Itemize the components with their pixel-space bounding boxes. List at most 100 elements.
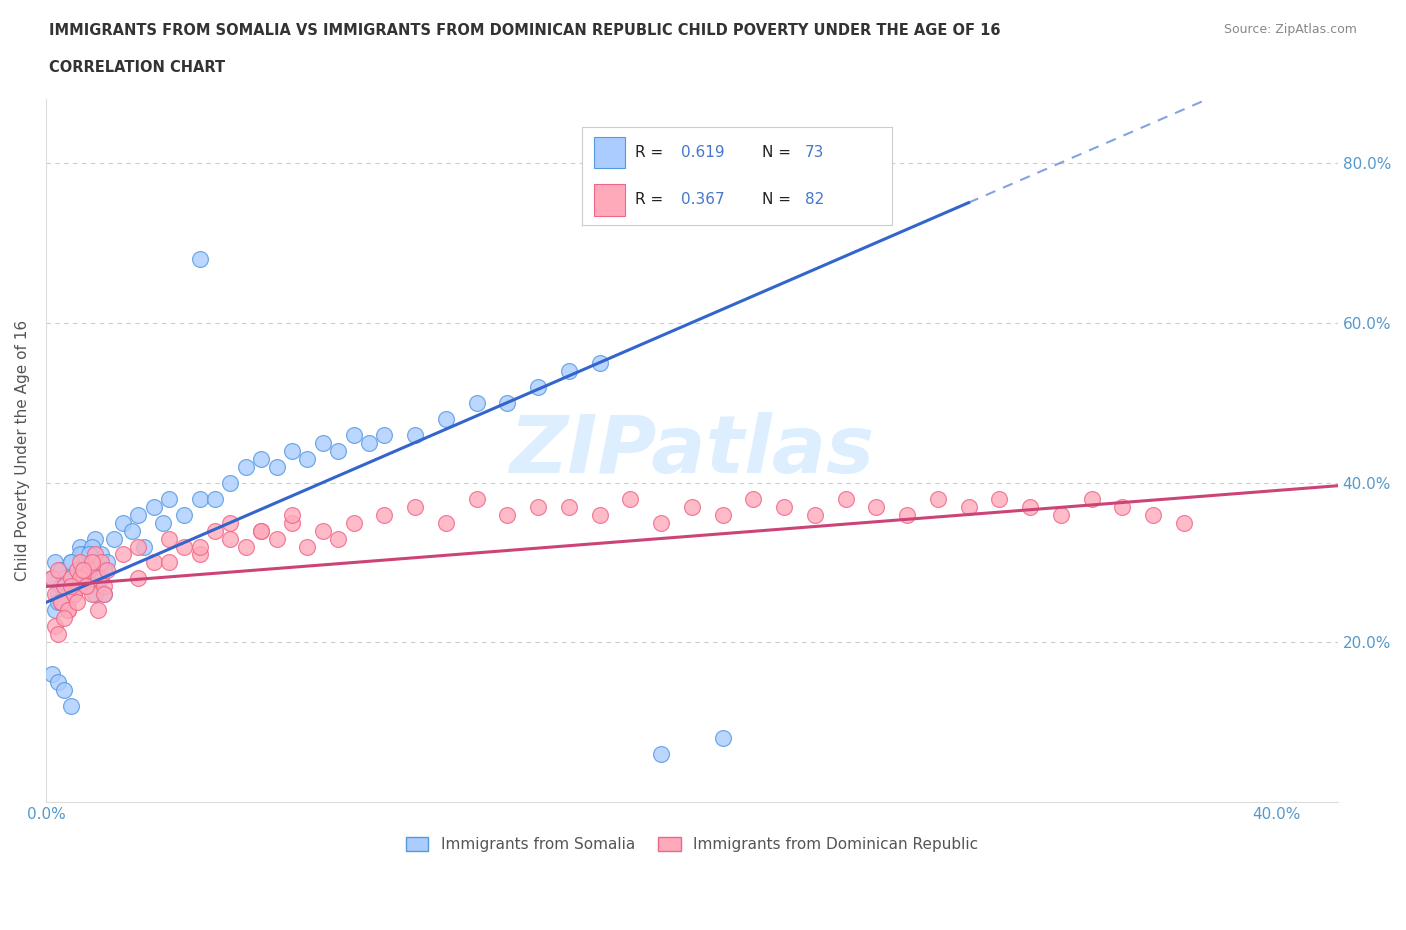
- Point: [56, 603, 79, 618]
- Point: [46, 563, 69, 578]
- Point: [650, 515, 672, 530]
- Point: [465, 395, 488, 410]
- Point: [82, 539, 104, 554]
- Point: [312, 523, 335, 538]
- Point: [134, 539, 156, 554]
- Point: [90, 571, 112, 586]
- Point: [834, 491, 856, 506]
- Point: [66, 579, 89, 594]
- Point: [96, 555, 118, 570]
- Point: [465, 491, 488, 506]
- Point: [82, 579, 104, 594]
- Point: [219, 475, 242, 490]
- Point: [46, 587, 69, 602]
- Point: [297, 451, 319, 466]
- Point: [558, 499, 581, 514]
- Point: [1111, 499, 1133, 514]
- Point: [62, 571, 84, 586]
- Point: [41, 571, 63, 586]
- Point: [588, 355, 610, 370]
- Point: [59, 571, 82, 586]
- Point: [188, 491, 211, 506]
- Point: [527, 499, 550, 514]
- Point: [90, 555, 112, 570]
- Point: [342, 427, 364, 442]
- Legend: Immigrants from Somalia, Immigrants from Dominican Republic: Immigrants from Somalia, Immigrants from…: [399, 830, 984, 858]
- Point: [266, 531, 288, 546]
- Point: [77, 555, 100, 570]
- Text: CORRELATION CHART: CORRELATION CHART: [49, 60, 225, 75]
- Point: [558, 363, 581, 378]
- Point: [44, 619, 66, 634]
- Point: [46, 627, 69, 642]
- Point: [77, 547, 100, 562]
- Point: [90, 547, 112, 562]
- Point: [188, 547, 211, 562]
- Point: [342, 515, 364, 530]
- Point: [46, 675, 69, 690]
- Point: [72, 547, 94, 562]
- Point: [434, 515, 457, 530]
- Point: [1080, 491, 1102, 506]
- Point: [250, 451, 273, 466]
- Point: [53, 683, 76, 698]
- Point: [588, 507, 610, 522]
- Point: [75, 571, 97, 586]
- Point: [46, 595, 69, 610]
- Point: [93, 587, 115, 602]
- Point: [204, 491, 226, 506]
- Point: [75, 563, 97, 578]
- Point: [127, 571, 149, 586]
- Point: [1173, 515, 1195, 530]
- Point: [41, 667, 63, 682]
- Point: [69, 539, 91, 554]
- Point: [75, 579, 97, 594]
- Point: [957, 499, 980, 514]
- Point: [66, 595, 89, 610]
- Point: [66, 563, 89, 578]
- Point: [59, 555, 82, 570]
- Point: [326, 443, 349, 458]
- Point: [619, 491, 641, 506]
- Point: [142, 555, 165, 570]
- Point: [188, 539, 211, 554]
- Point: [59, 555, 82, 570]
- Point: [87, 603, 110, 618]
- Point: [87, 579, 110, 594]
- Point: [66, 563, 89, 578]
- Point: [373, 427, 395, 442]
- Point: [281, 507, 304, 522]
- Point: [711, 731, 734, 746]
- Point: [96, 563, 118, 578]
- Point: [650, 747, 672, 762]
- Point: [927, 491, 949, 506]
- Point: [51, 563, 73, 578]
- Point: [157, 491, 180, 506]
- Point: [59, 699, 82, 714]
- Point: [93, 579, 115, 594]
- Point: [152, 515, 174, 530]
- Point: [53, 571, 76, 586]
- Point: [56, 595, 79, 610]
- Point: [62, 571, 84, 586]
- Point: [51, 579, 73, 594]
- Point: [93, 587, 115, 602]
- Point: [75, 579, 97, 594]
- Point: [142, 499, 165, 514]
- Point: [266, 459, 288, 474]
- Point: [1050, 507, 1073, 522]
- Point: [434, 411, 457, 426]
- Point: [53, 579, 76, 594]
- Point: [127, 539, 149, 554]
- Point: [51, 595, 73, 610]
- Point: [1142, 507, 1164, 522]
- Point: [53, 611, 76, 626]
- Point: [281, 515, 304, 530]
- Point: [681, 499, 703, 514]
- Text: Source: ZipAtlas.com: Source: ZipAtlas.com: [1223, 23, 1357, 36]
- Point: [93, 563, 115, 578]
- Point: [44, 587, 66, 602]
- Text: IMMIGRANTS FROM SOMALIA VS IMMIGRANTS FROM DOMINICAN REPUBLIC CHILD POVERTY UNDE: IMMIGRANTS FROM SOMALIA VS IMMIGRANTS FR…: [49, 23, 1001, 38]
- Point: [69, 571, 91, 586]
- Point: [157, 531, 180, 546]
